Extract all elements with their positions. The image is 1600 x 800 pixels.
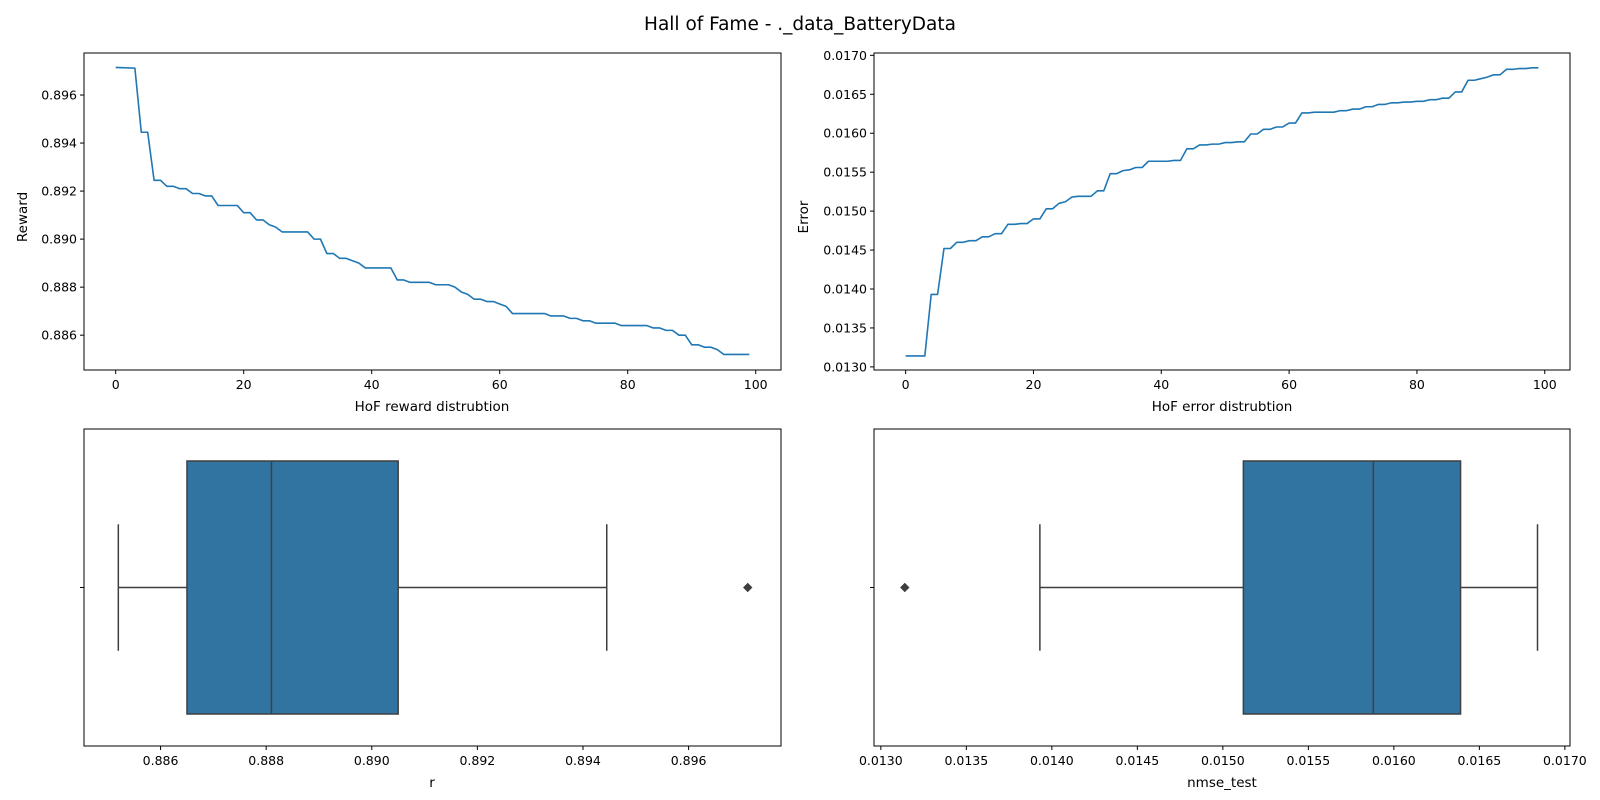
reward-line-xtick-label: 60 bbox=[492, 377, 508, 392]
reward-line-ytick-label: 0.886 bbox=[41, 328, 77, 343]
error-box-iqr-box bbox=[1242, 460, 1462, 715]
error-line-ytick-label: 0.0135 bbox=[823, 320, 867, 335]
reward-line-ytick-label: 0.894 bbox=[41, 136, 77, 151]
error-line-axes-frame bbox=[873, 52, 1571, 371]
reward-box-outlier bbox=[743, 582, 753, 593]
reward-line-xtick-label: 100 bbox=[744, 377, 768, 392]
error-line-ytick-label: 0.0150 bbox=[823, 204, 867, 219]
error-line-xtick-label: 100 bbox=[1533, 377, 1557, 392]
error-line-ytick-label: 0.0165 bbox=[823, 87, 867, 102]
error-box-xtick-label: 0.0145 bbox=[1115, 753, 1159, 768]
error-line-ytick-label: 0.0170 bbox=[823, 48, 867, 63]
error-line-ytick-label: 0.0145 bbox=[823, 243, 867, 258]
reward-line-ytick-label: 0.890 bbox=[41, 232, 77, 247]
reward-line-axes-frame bbox=[83, 52, 782, 371]
error-line-ytick-label: 0.0155 bbox=[823, 165, 867, 180]
reward-box-xtick-label: 0.890 bbox=[354, 753, 390, 768]
error-line-xtick-label: 40 bbox=[1153, 377, 1169, 392]
error-box-xtick-label: 0.0155 bbox=[1286, 753, 1330, 768]
reward-line-xlabel: HoF reward distrubtion bbox=[355, 399, 510, 415]
reward-box-iqr-box bbox=[186, 460, 399, 715]
reward-box-xlabel: r bbox=[429, 775, 435, 791]
error-line-xlabel: HoF error distrubtion bbox=[1152, 399, 1293, 415]
error-line-xtick-label: 60 bbox=[1281, 377, 1297, 392]
error-box-xtick-label: 0.0170 bbox=[1543, 753, 1587, 768]
error-box-xtick-label: 0.0150 bbox=[1201, 753, 1245, 768]
reward-line-ytick-label: 0.896 bbox=[41, 88, 77, 103]
error-box-xtick-label: 0.0130 bbox=[859, 753, 903, 768]
reward-line-ytick-label: 0.888 bbox=[41, 280, 77, 295]
error-box-xtick-label: 0.0140 bbox=[1030, 753, 1074, 768]
error-box-panel: nmse_test 0.0130 0.0135 0.0140 0.0145 0.0150… bbox=[859, 428, 1587, 791]
error-line-panel: HoF error distrubtion Error 0.0130 0.0135… bbox=[796, 48, 1571, 415]
reward-box-xtick-label: 0.894 bbox=[565, 753, 601, 768]
reward-box-xtick-label: 0.888 bbox=[248, 753, 284, 768]
reward-line-xtick-label: 0 bbox=[112, 377, 120, 392]
error-line-xtick-label: 80 bbox=[1409, 377, 1425, 392]
reward-box-axes-frame bbox=[83, 428, 782, 747]
error-line-ytick-label: 0.0160 bbox=[823, 126, 867, 141]
reward-line-series bbox=[115, 66, 750, 356]
error-box-xtick-label: 0.0160 bbox=[1372, 753, 1416, 768]
reward-line-xtick-label: 40 bbox=[364, 377, 380, 392]
reward-box-xtick-label: 0.892 bbox=[459, 753, 495, 768]
error-line-xtick-label: 0 bbox=[902, 377, 910, 392]
error-line-ytick-label: 0.0140 bbox=[823, 281, 867, 296]
error-line-series bbox=[905, 67, 1539, 357]
reward-box-xtick-label: 0.896 bbox=[671, 753, 707, 768]
error-box-xlabel: nmse_test bbox=[1187, 775, 1257, 791]
reward-box-xtick-label: 0.886 bbox=[143, 753, 179, 768]
error-line-ytick-label: 0.0130 bbox=[823, 359, 867, 374]
reward-line-ytick-label: 0.892 bbox=[41, 184, 77, 199]
reward-line-xtick-label: 80 bbox=[620, 377, 636, 392]
reward-line-ylabel: Reward bbox=[15, 192, 31, 242]
error-line-ylabel: Error bbox=[796, 200, 812, 233]
error-box-axes-frame bbox=[873, 428, 1571, 747]
error-box-outlier bbox=[900, 582, 910, 593]
reward-line-xtick-label: 20 bbox=[236, 377, 252, 392]
reward-box-panel: r 0.886 0.888 0.890 0.892 0.894 0.896 bbox=[80, 428, 782, 791]
error-box-xtick-label: 0.0165 bbox=[1457, 753, 1501, 768]
error-line-xtick-label: 20 bbox=[1026, 377, 1042, 392]
error-box-xtick-label: 0.0135 bbox=[944, 753, 988, 768]
reward-line-panel: HoF reward distrubtion Reward 0.886 0.888… bbox=[15, 52, 782, 415]
figure-title: Hall of Fame - ._data_BatteryData bbox=[644, 14, 956, 35]
